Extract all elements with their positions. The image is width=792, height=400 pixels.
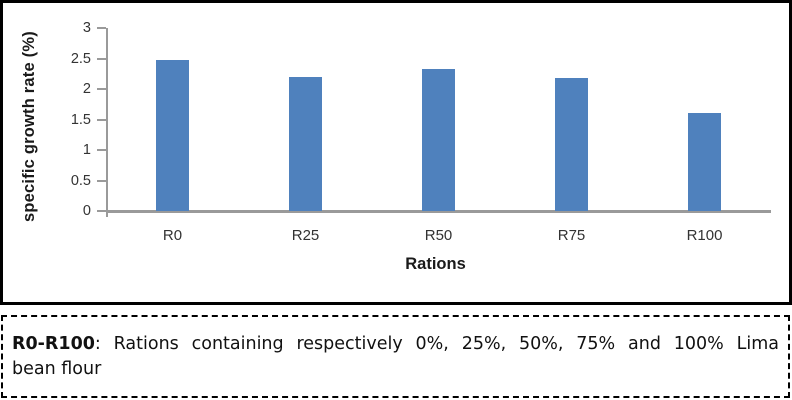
y-tick-label: 1 <box>82 142 91 158</box>
x-tick-label-R25: R25 <box>291 227 320 244</box>
caption-term: R0-R100 <box>12 334 95 354</box>
y-tick-label: 0 <box>82 203 91 219</box>
y-axis-line <box>106 28 108 217</box>
x-tick-label-R0: R0 <box>162 227 183 244</box>
x-axis-line <box>106 210 771 213</box>
bar-R25 <box>289 76 322 211</box>
chart-container: specific growth rate (%) 0 0.5 1 1.5 2 2.5 3 R0… <box>0 0 792 305</box>
x-tick-label-R75: R75 <box>557 227 586 244</box>
y-tick-label: 0.5 <box>70 172 91 189</box>
y-tick-mark <box>97 149 106 151</box>
caption-line-2: bean flour <box>12 359 102 379</box>
caption-box: R0-R100: Rations containing respectively… <box>1 315 790 398</box>
y-tick-label: 1.5 <box>70 111 91 128</box>
y-tick-mark <box>97 57 106 60</box>
bar-R75 <box>555 78 588 211</box>
y-tick-mark <box>97 118 106 121</box>
y-tick-label: 2.5 <box>70 50 91 67</box>
caption-text: R0-R100: Rations containing respectively… <box>3 317 788 382</box>
x-tick-label-R50: R50 <box>424 227 453 244</box>
bar-R0 <box>156 60 189 211</box>
y-tick-mark <box>97 179 106 182</box>
y-tick-label: 2 <box>82 81 91 97</box>
caption-line-1: R0-R100: Rations containing respectively… <box>12 332 779 357</box>
bar-R50 <box>422 69 455 211</box>
x-axis-title: Rations <box>405 255 466 273</box>
y-tick-mark <box>97 27 106 29</box>
plot-area: 0 0.5 1 1.5 2 2.5 3 R0 R25 R50 R75 R100 <box>3 3 789 302</box>
bar-R100 <box>688 113 721 211</box>
x-tick-label-R100: R100 <box>686 227 723 244</box>
y-tick-mark <box>97 210 106 212</box>
caption-description: : Rations containing respectively 0%, 25… <box>94 334 779 354</box>
y-tick-label: 3 <box>82 20 91 36</box>
y-tick-mark <box>97 88 106 90</box>
